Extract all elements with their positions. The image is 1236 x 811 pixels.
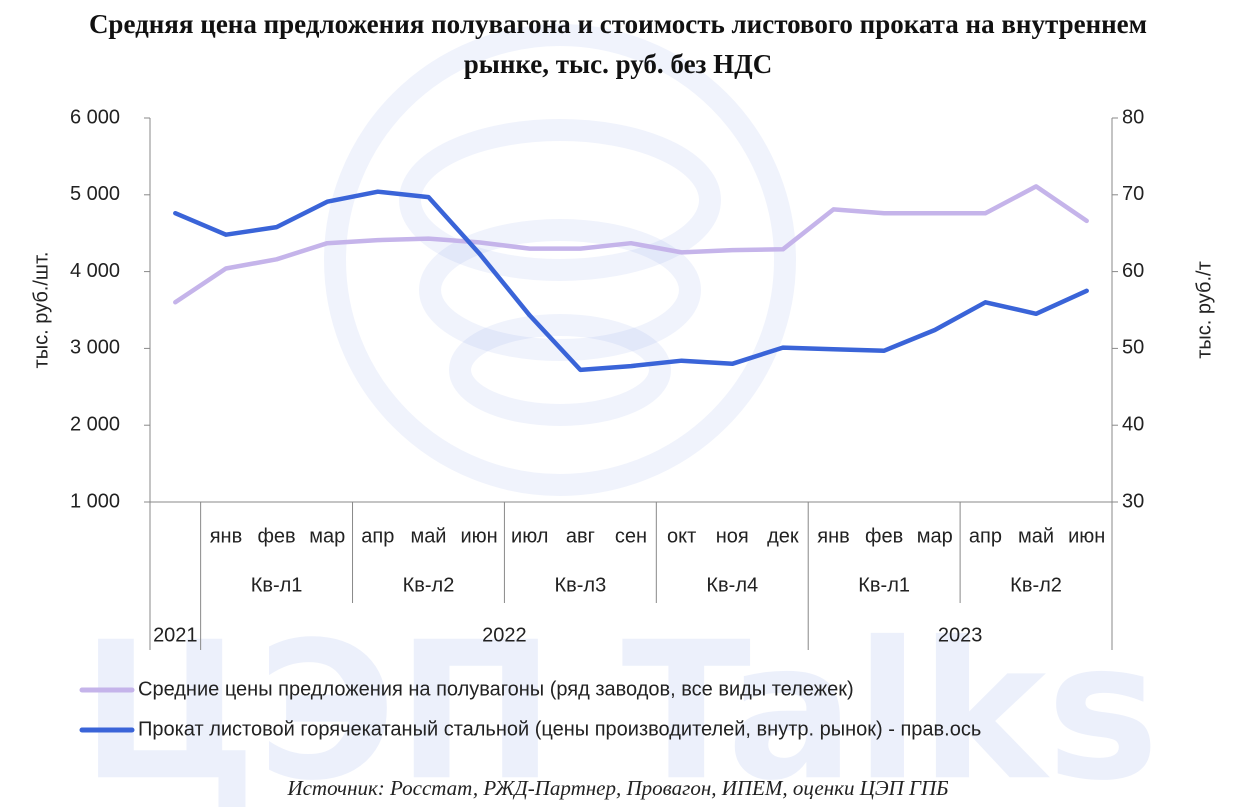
y-tick-label: 5 000 (70, 183, 120, 205)
legend-label: Средние цены предложения на полувагоны (… (138, 678, 854, 700)
x-group-label: Кв-л1 (251, 574, 303, 596)
x-tick-label: апр (361, 525, 394, 547)
y-axis-title: тыс. руб./шт. (30, 252, 52, 369)
x-tick-label: фев (257, 525, 295, 547)
x-tick-label: мар (917, 525, 953, 547)
x-tick-label: сен (615, 525, 647, 547)
legend-label: Прокат листовой горячекатаный стальной (… (138, 718, 981, 740)
x-tick-label: апр (969, 525, 1002, 547)
x-tick-label: янв (817, 525, 850, 547)
x-tick-label: ноя (716, 525, 749, 547)
y2-tick-label: 40 (1122, 413, 1144, 435)
line-series (173, 184, 1089, 305)
x-tick-label: фев (865, 525, 903, 547)
x-tick-label: июл (511, 525, 548, 547)
y2-axis-title: тыс. руб./т (1193, 261, 1215, 359)
x-year-label: 2022 (482, 624, 527, 646)
x-tick-label: май (410, 525, 446, 547)
y-tick-label: 2 000 (70, 413, 120, 435)
x-tick-label: мар (309, 525, 345, 547)
x-group-label: Кв-л1 (858, 574, 910, 596)
watermark-logo (324, 24, 796, 496)
line-series (173, 189, 1089, 373)
x-tick-label: май (1018, 525, 1054, 547)
x-tick-label: окт (667, 525, 696, 547)
source: Источник: Росстат, РЖД-Партнер, Провагон… (286, 776, 948, 800)
x-year-label: 2021 (153, 624, 198, 646)
x-tick-label: дек (767, 525, 799, 547)
x-group-label: Кв-л2 (1010, 574, 1062, 596)
y-tick-label: 6 000 (70, 106, 120, 128)
chart-title: Средняя цена предложения полувагона и ст… (88, 9, 1148, 79)
x-group-label: Кв-л2 (403, 574, 455, 596)
x-group-label: Кв-л3 (555, 574, 607, 596)
y-tick-label: 4 000 (70, 260, 120, 282)
x-year-label: 2023 (938, 624, 983, 646)
y2-tick-label: 30 (1122, 490, 1144, 512)
watermark: ЦЭП Talks (81, 601, 1160, 811)
y-tick-label: 1 000 (70, 490, 120, 512)
x-group-label: Кв-л4 (706, 574, 758, 596)
y-tick-label: 3 000 (70, 337, 120, 359)
y2-tick-label: 80 (1122, 106, 1144, 128)
y2-tick-label: 70 (1122, 183, 1144, 205)
x-tick-label: июн (460, 525, 497, 547)
x-tick-label: июн (1068, 525, 1105, 547)
y2-tick-label: 60 (1122, 260, 1144, 282)
x-tick-label: янв (210, 525, 243, 547)
x-tick-label: авг (566, 525, 595, 547)
y2-tick-label: 50 (1122, 337, 1144, 359)
